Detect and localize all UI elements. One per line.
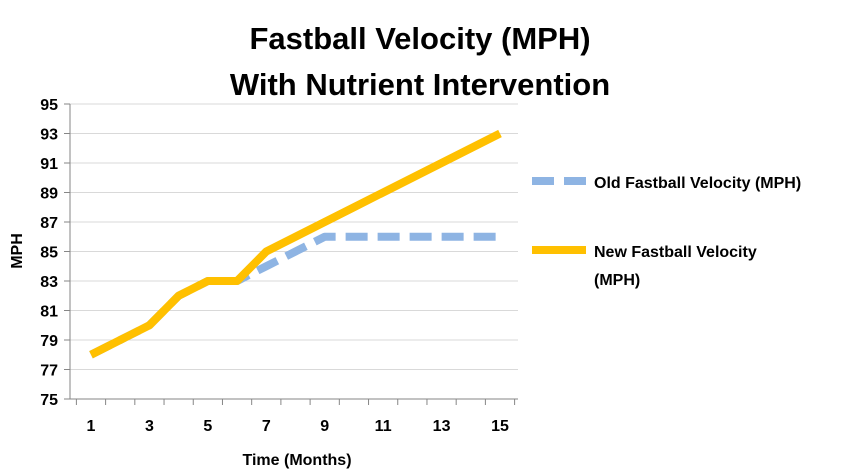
series-line-new-velocity bbox=[89, 129, 502, 359]
y-tick-label: 83 bbox=[40, 274, 58, 291]
x-tick-label: 9 bbox=[320, 418, 329, 435]
y-tick-label: 89 bbox=[40, 186, 58, 203]
y-tick-label: 75 bbox=[40, 392, 58, 409]
y-tick-label: 77 bbox=[40, 363, 58, 380]
y-tick-label: 93 bbox=[40, 127, 58, 144]
y-tick-label: 85 bbox=[40, 245, 58, 262]
x-tick-label: 3 bbox=[145, 418, 154, 435]
series-line-old-velocity bbox=[89, 232, 500, 359]
axes bbox=[64, 103, 518, 405]
legend-label: New Fastball Velocity bbox=[594, 244, 757, 261]
x-tick-label: 7 bbox=[262, 418, 271, 435]
y-tick-label: 79 bbox=[40, 333, 58, 350]
y-tick-label: 95 bbox=[40, 97, 58, 114]
legend: Old Fastball Velocity (MPH) New Fastball … bbox=[532, 175, 801, 289]
x-tick-label: 13 bbox=[433, 418, 451, 435]
x-tick-label: 11 bbox=[375, 418, 392, 435]
y-axis-title: MPH bbox=[9, 233, 26, 269]
x-axis-title: Time (Months) bbox=[242, 452, 351, 469]
y-tick-label: 91 bbox=[40, 156, 58, 173]
chart-title-line-1: Fastball Velocity (MPH) bbox=[249, 21, 591, 56]
chart-title-line-2: With Nutrient Intervention bbox=[229, 67, 611, 102]
x-tick-label: 5 bbox=[203, 418, 212, 435]
legend-label: Old Fastball Velocity (MPH) bbox=[594, 175, 801, 192]
legend-label: (MPH) bbox=[594, 272, 640, 289]
y-tick-label: 81 bbox=[40, 304, 58, 321]
series-lines bbox=[89, 129, 502, 359]
y-tick-label: 87 bbox=[40, 215, 58, 232]
x-tick-label: 1 bbox=[87, 418, 96, 435]
x-tick-label: 15 bbox=[491, 418, 509, 435]
